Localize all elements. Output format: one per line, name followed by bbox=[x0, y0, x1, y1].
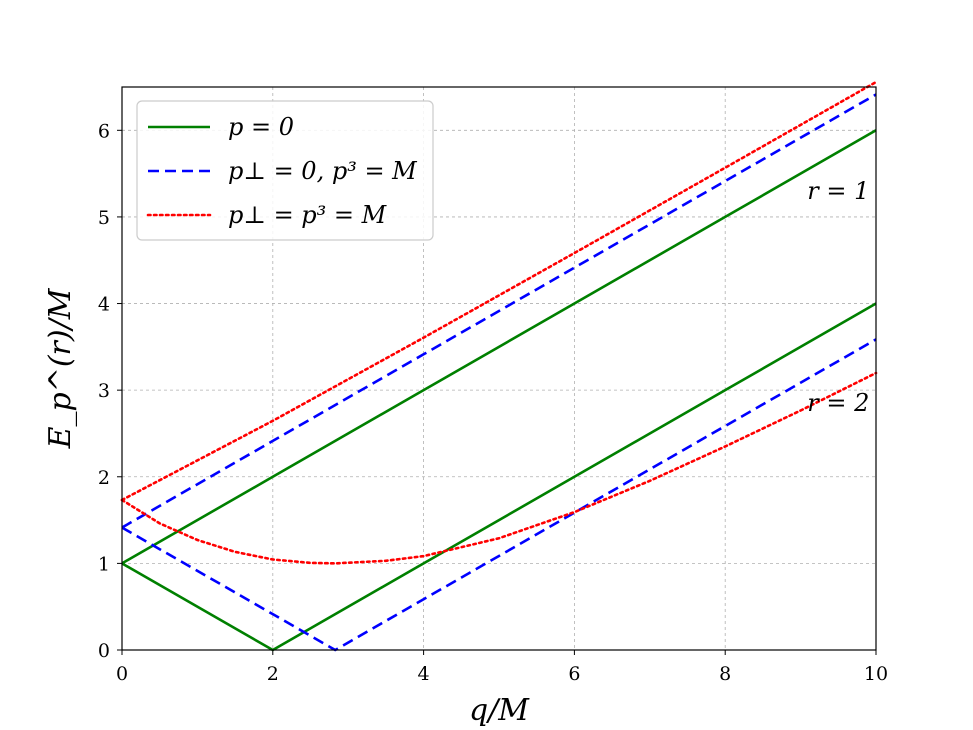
x-tick-label: 10 bbox=[864, 663, 888, 685]
series-line-0-r1 bbox=[121, 129, 877, 565]
series-line-3-r2 bbox=[121, 338, 877, 652]
series-line-5-r2 bbox=[120, 371, 878, 565]
y-tick-label: 2 bbox=[98, 467, 110, 489]
y-tick-label: 4 bbox=[98, 294, 110, 316]
y-tick-label: 5 bbox=[98, 207, 110, 229]
x-tick-label: 6 bbox=[568, 663, 580, 685]
annotation-label: r = 2 bbox=[807, 389, 869, 417]
y-tick-label: 1 bbox=[98, 553, 110, 575]
axis-ticks: 0 2 4 6 8 10 0 1 2 3 4 5 6 bbox=[98, 120, 888, 685]
y-tick-label: 6 bbox=[98, 120, 110, 142]
series-layer bbox=[120, 80, 878, 652]
legend: p = 0 p⊥ = 0, p³ = M p⊥ = p³ = M bbox=[136, 100, 434, 241]
x-tick-label: 4 bbox=[418, 663, 430, 685]
legend-label: p⊥ = p³ = M bbox=[228, 201, 388, 229]
x-tick-label: 0 bbox=[116, 663, 128, 685]
x-tick-label: 2 bbox=[267, 663, 279, 685]
legend-box bbox=[136, 100, 434, 241]
y-tick-label: 3 bbox=[98, 380, 110, 402]
series-line-4-r1 bbox=[120, 80, 878, 502]
plot-frame bbox=[121, 86, 877, 651]
series-line-1-r2 bbox=[121, 302, 877, 652]
annotations: r = 1 r = 2 bbox=[807, 177, 869, 417]
y-axis-label: E_p^(r)/M bbox=[43, 287, 78, 449]
legend-label: p⊥ = 0, p³ = M bbox=[228, 157, 418, 185]
x-tick-label: 8 bbox=[719, 663, 731, 685]
y-tick-label: 0 bbox=[98, 640, 110, 662]
series-line-2-r1 bbox=[121, 93, 877, 529]
legend-label: p = 0 bbox=[228, 113, 294, 141]
annotation-label: r = 1 bbox=[807, 177, 869, 205]
x-axis-label: q/M bbox=[469, 693, 530, 728]
